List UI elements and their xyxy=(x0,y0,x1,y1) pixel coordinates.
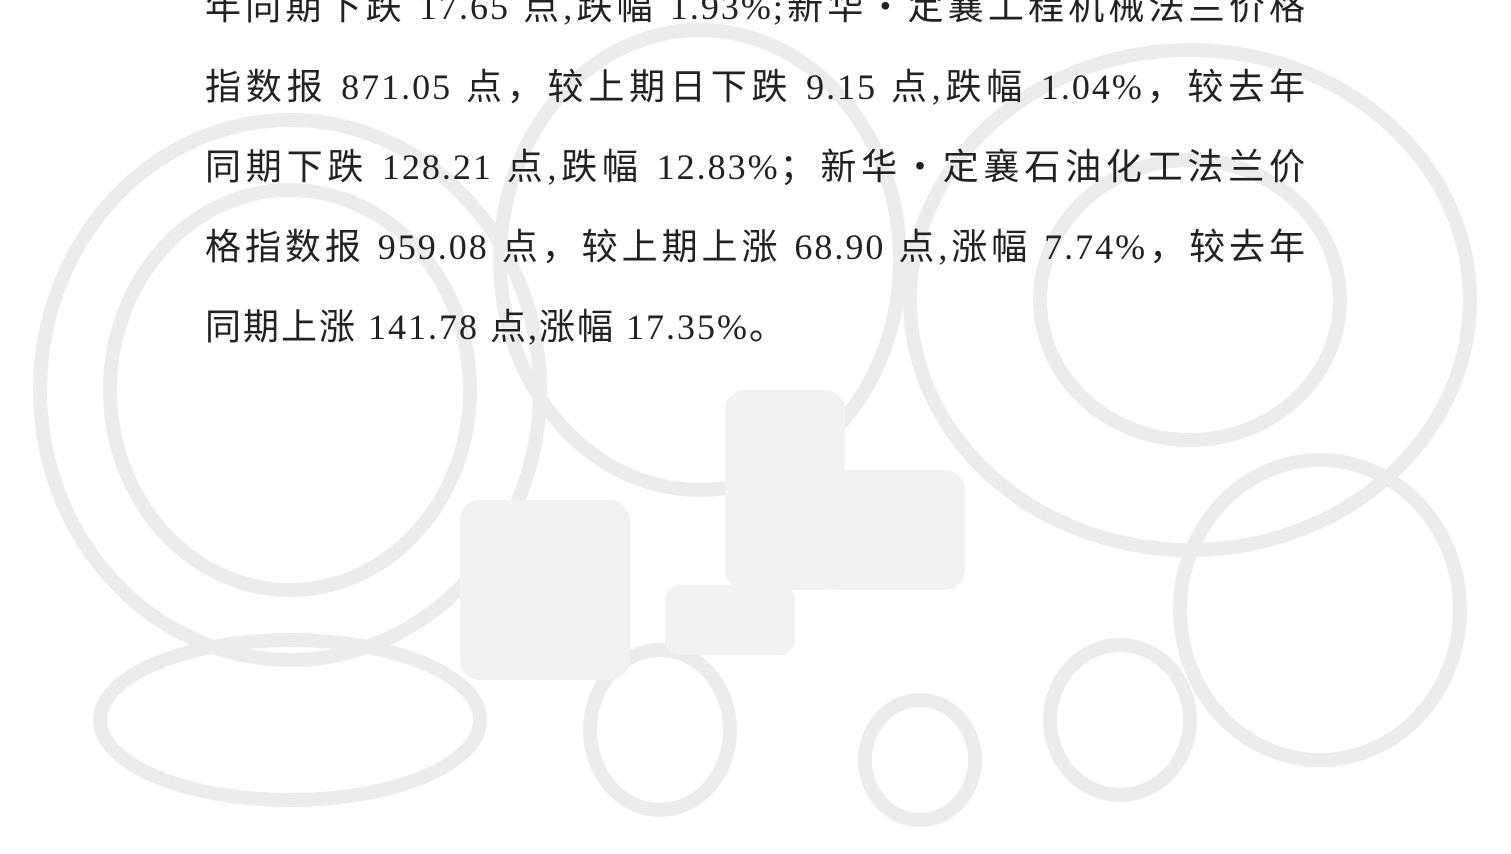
text-line: 同期上涨 141.78 点,涨幅 17.35%。 xyxy=(205,287,1307,367)
text-line: 同期下跌 128.21 点,跌幅 12.83%；新华・定襄石油化工法兰价 xyxy=(205,127,1307,207)
text-line: 格指数报 959.08 点，较上期上涨 68.90 点,涨幅 7.74%，较去年 xyxy=(205,207,1307,287)
page: 年同期下跌 17.65 点,跌幅 1.93%;新华・定襄工程机械法兰价格 指数报… xyxy=(0,0,1511,854)
paragraph: 年同期下跌 17.65 点,跌幅 1.93%;新华・定襄工程机械法兰价格 指数报… xyxy=(205,0,1307,367)
text-line: 指数报 871.05 点，较上期日下跌 9.15 点,跌幅 1.04%，较去年 xyxy=(205,47,1307,127)
text-line: 年同期下跌 17.65 点,跌幅 1.93%;新华・定襄工程机械法兰价格 xyxy=(205,0,1307,47)
